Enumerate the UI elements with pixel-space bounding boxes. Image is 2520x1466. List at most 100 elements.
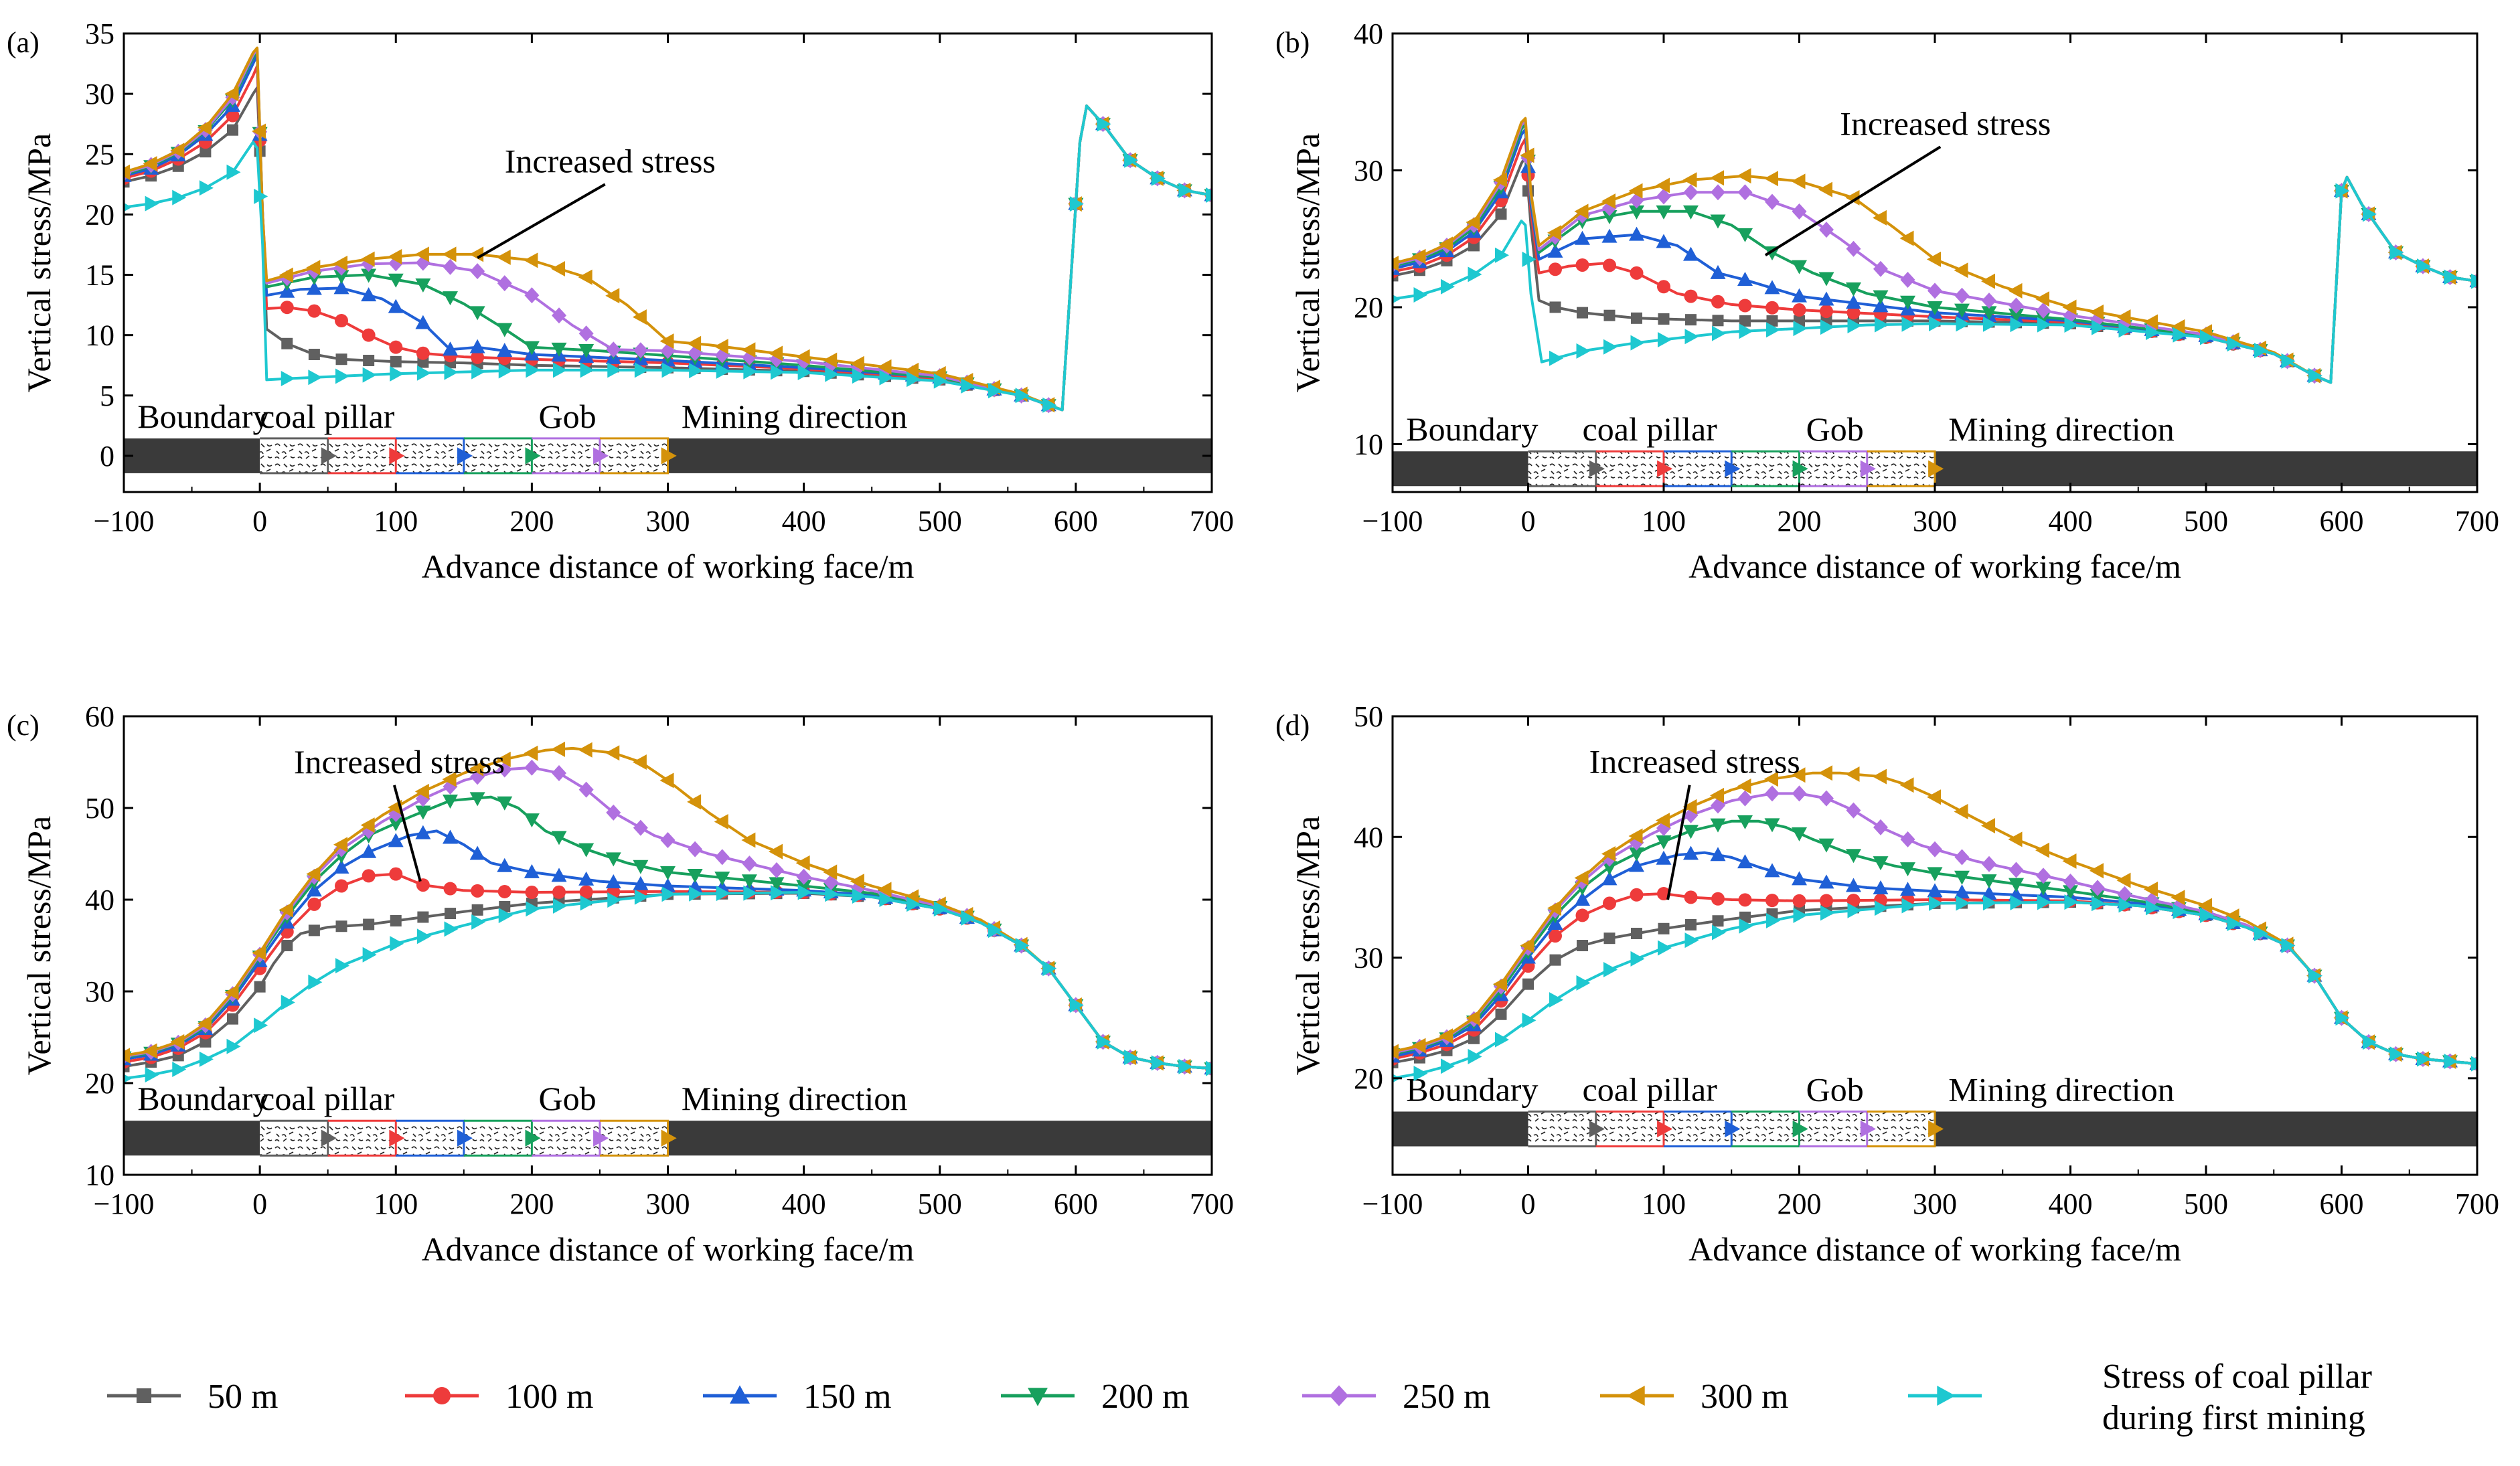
series-marker <box>226 108 240 123</box>
x-tick-label: 600 <box>2320 1188 2364 1220</box>
series-marker <box>2064 894 2079 910</box>
series-marker <box>1601 228 1618 243</box>
x-tick-label: 600 <box>2320 505 2364 538</box>
series-marker <box>1711 184 1725 201</box>
series-marker <box>390 915 402 927</box>
y-tick-label: 10 <box>85 1159 114 1192</box>
series-marker <box>1547 225 1561 241</box>
series-marker <box>2308 368 2322 384</box>
legend-marker <box>1626 1386 1645 1406</box>
series-marker <box>1656 188 1671 205</box>
series-marker <box>308 370 323 386</box>
series-marker <box>578 781 594 798</box>
band-label-boundary: Boundary <box>1406 410 1538 448</box>
series-marker <box>279 902 293 918</box>
series-group <box>124 741 1212 1083</box>
x-tick-label: −100 <box>94 1188 155 1220</box>
series-marker <box>2308 968 2322 984</box>
series-marker <box>1684 289 1698 303</box>
series-marker <box>689 363 704 379</box>
series-marker <box>524 759 540 776</box>
series-marker <box>2200 329 2214 345</box>
series-marker <box>388 299 404 313</box>
series-marker <box>1820 894 1833 908</box>
series-marker <box>443 291 458 306</box>
series-marker <box>333 255 347 271</box>
x-axis-title: Advance distance of working face/m <box>422 548 915 585</box>
series-marker <box>1819 790 1834 807</box>
series-marker <box>2254 343 2268 359</box>
band-segment-arrow <box>1928 1120 1944 1138</box>
x-tick-label: 0 <box>1521 505 1536 538</box>
series-marker <box>580 895 595 911</box>
series-marker <box>254 1017 268 1034</box>
series-marker <box>1097 1034 1111 1050</box>
series-marker <box>606 341 621 358</box>
series-marker <box>1875 317 1889 333</box>
series-marker <box>687 335 702 351</box>
series-marker <box>551 261 565 277</box>
x-tick-label: 600 <box>1054 505 1098 538</box>
series-marker <box>471 884 485 898</box>
series-marker <box>1927 301 1943 315</box>
y-tick-label: 25 <box>85 138 114 171</box>
series-group <box>1393 116 2477 384</box>
band-segment-arrow <box>661 447 677 465</box>
series-marker <box>335 353 347 365</box>
series-marker <box>443 882 457 896</box>
series-marker <box>825 886 840 902</box>
series-marker <box>124 203 132 212</box>
series-marker <box>1630 951 1645 967</box>
series-marker <box>124 1048 130 1064</box>
series-marker <box>2363 1034 2377 1050</box>
series-marker <box>497 884 511 898</box>
legend-label: 200 m <box>1101 1378 1189 1416</box>
series-marker <box>1873 856 1889 871</box>
series-marker <box>578 742 593 758</box>
series-marker <box>416 346 430 360</box>
series-marker <box>1547 243 1563 258</box>
series-marker <box>442 246 457 262</box>
band-label-mining-direction: Mining direction <box>682 398 907 435</box>
series-marker <box>362 367 377 383</box>
series-marker <box>933 901 948 917</box>
plot-frame <box>1391 715 2478 1176</box>
series-marker <box>1413 1066 1428 1082</box>
series-marker <box>496 249 511 265</box>
series-marker <box>252 123 266 139</box>
series-marker <box>1981 874 1997 889</box>
y-tick-label: 5 <box>100 380 114 412</box>
series-marker <box>526 901 540 917</box>
x-tick-label: 500 <box>2184 1188 2228 1220</box>
x-tick-label: 600 <box>1054 1188 1098 1220</box>
series-marker <box>1765 193 1780 210</box>
series-marker <box>1927 883 1943 898</box>
series-marker <box>1631 312 1642 324</box>
series-marker <box>416 365 431 381</box>
series-marker <box>771 885 785 901</box>
series-marker <box>498 363 513 379</box>
series-marker <box>714 849 730 866</box>
legend-marker <box>1329 1385 1349 1406</box>
series-marker <box>1847 902 1862 918</box>
series-marker <box>1549 929 1562 943</box>
series-marker <box>2335 1010 2350 1026</box>
series-marker <box>442 771 457 787</box>
series-marker <box>2144 314 2158 330</box>
series-marker <box>170 143 185 159</box>
series-marker <box>1982 293 1996 309</box>
series-marker <box>2062 299 2077 315</box>
series-marker <box>823 864 838 880</box>
series-marker <box>469 246 484 262</box>
series-marker <box>714 872 730 886</box>
series-marker <box>197 1015 212 1032</box>
band-segment-arrow <box>1860 460 1876 477</box>
series-marker <box>1792 303 1806 317</box>
series-marker <box>1818 181 1832 197</box>
series-marker <box>553 898 567 914</box>
series-marker <box>1601 861 1618 876</box>
series-marker <box>335 958 349 974</box>
series-marker <box>1042 961 1057 977</box>
band-label-gob: Gob <box>1806 1071 1864 1109</box>
x-tick-label: 700 <box>1190 1188 1234 1220</box>
